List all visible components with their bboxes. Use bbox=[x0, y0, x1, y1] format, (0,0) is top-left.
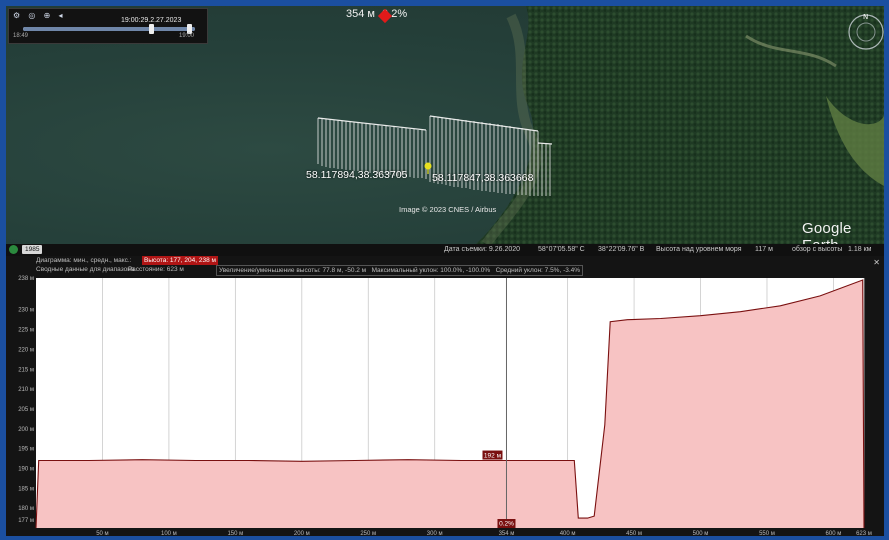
range-summary-box: Увеличение/уменьшение высоты: 77.8 м, -5… bbox=[216, 265, 584, 276]
x-tick-label: 300 м bbox=[427, 531, 443, 536]
elevation-label: Высота над уровнем моря bbox=[656, 246, 742, 253]
x-tick-label: 250 м bbox=[360, 531, 376, 536]
range-summary-title: Сводные данные для диапазона bbox=[36, 266, 135, 273]
app-window: ⚙ ◎ ⊕ ◂ 19:00:29.2.27.2023 18:49 19:00 3… bbox=[6, 6, 884, 536]
google-earth-logo: Google Earth bbox=[802, 220, 852, 244]
coordinate-label-right: 58.117847,38.363668 bbox=[432, 172, 534, 184]
cursor-slope-label: 0.2% bbox=[499, 521, 514, 528]
x-tick-label: 550 м bbox=[759, 531, 775, 536]
timeslider-start-handle[interactable] bbox=[149, 24, 154, 34]
profile-header-row-1: Диаграмма: мин., средн., макс.: Высота: … bbox=[6, 256, 884, 265]
imagery-copyright: Image © 2023 CNES / Airbus bbox=[399, 205, 497, 214]
pushpin-icon[interactable] bbox=[424, 162, 432, 174]
x-tick-label: 150 м bbox=[227, 531, 243, 536]
satellite-imagery bbox=[317, 6, 884, 244]
svg-text:N: N bbox=[863, 13, 868, 21]
x-tick-label: 354 м bbox=[499, 531, 515, 536]
imagery-date: Дата съемки: 9.26.2020 bbox=[444, 246, 521, 253]
status-bar: 1985 Дата съемки: 9.26.2020 58°07'05.58"… bbox=[6, 244, 884, 256]
avg-slope: Средний уклон: 7.5%, -3.4% bbox=[495, 267, 581, 274]
y-tick-label: 185 м bbox=[18, 486, 34, 492]
y-tick-label: 195 м bbox=[18, 447, 34, 453]
timeslider-track[interactable] bbox=[23, 24, 195, 34]
y-tick-label: 190 м bbox=[18, 466, 34, 472]
longitude-readout: 38°22'09.76" В bbox=[598, 246, 645, 253]
eye-altitude-value: 1.18 км bbox=[848, 246, 872, 253]
elevation-area bbox=[36, 280, 864, 528]
cursor-value-badge bbox=[482, 450, 503, 460]
y-tick-label: 215 м bbox=[18, 367, 34, 373]
x-tick-label: 100 м bbox=[161, 531, 177, 536]
timeslider-end-handle[interactable] bbox=[187, 24, 192, 34]
max-slope: Максимальный уклон: 100.0%, -100.0% bbox=[371, 267, 491, 274]
y-tick-label: 177 м bbox=[18, 518, 34, 524]
imagery-year-button[interactable]: 1985 bbox=[22, 245, 43, 254]
elevation-chart[interactable]: 50 м 100 м 150 м 200 м 250 м 300 м 354 м 400 м 4… bbox=[6, 274, 884, 536]
eye-altitude-label: обзор с высоты bbox=[792, 246, 843, 253]
x-tick-label: 200 м bbox=[294, 531, 310, 536]
y-tick-label: 200 м bbox=[18, 427, 34, 433]
x-tick-label: 50 м bbox=[96, 531, 108, 536]
x-tick-label: 450 м bbox=[626, 531, 642, 536]
y-tick-label: 205 м bbox=[18, 407, 34, 413]
coordinate-label-left: 58.117894,38.363705 bbox=[306, 169, 408, 181]
y-tick-label: 180 м bbox=[18, 506, 34, 512]
time-slider-panel[interactable]: ⚙ ◎ ⊕ ◂ 19:00:29.2.27.2023 18:49 19:00 bbox=[8, 8, 208, 44]
y-tick-label: 238 м bbox=[18, 276, 34, 282]
timeslider-start-time: 18:49 bbox=[13, 33, 29, 39]
map-view[interactable]: ⚙ ◎ ⊕ ◂ 19:00:29.2.27.2023 18:49 19:00 3… bbox=[6, 6, 884, 244]
profile-header-row-2: Сводные данные для диапазона Расстояние:… bbox=[6, 265, 884, 276]
y-tick-label: 210 м bbox=[18, 387, 34, 393]
x-tick-label: 400 м bbox=[560, 531, 576, 536]
x-tick-label: 600 м bbox=[826, 531, 842, 536]
elevation-gain-loss: Увеличение/уменьшение высоты: 77.8 м, -5… bbox=[219, 267, 367, 274]
elevation-profile-panel: Диаграмма: мин., средн., макс.: Высота: … bbox=[6, 256, 884, 536]
x-tick-label: 623 м bbox=[856, 531, 872, 536]
elevation-value: 117 м bbox=[755, 246, 773, 253]
path-position-readout: 354 м 0.2% bbox=[346, 8, 407, 20]
y-tick-label: 220 м bbox=[18, 347, 34, 353]
navigation-compass-icon[interactable]: N bbox=[846, 10, 884, 54]
x-tick-label: 500 м bbox=[693, 531, 709, 536]
timeslider-date: 19:00:29.2.27.2023 bbox=[121, 17, 182, 24]
timeslider-end-time: 19:00 bbox=[179, 33, 195, 39]
close-icon[interactable]: ✕ bbox=[873, 258, 880, 267]
historical-imagery-icon[interactable] bbox=[9, 245, 18, 254]
elevation-line bbox=[35, 279, 865, 529]
y-tick-label: 230 м bbox=[18, 308, 34, 314]
timeslider-toolbar-icons[interactable]: ⚙ ◎ ⊕ ◂ bbox=[13, 11, 66, 20]
cursor-slope-badge bbox=[497, 519, 516, 528]
marker-distance: 354 м bbox=[346, 8, 375, 20]
latitude-readout: 58°07'05.58" С bbox=[538, 246, 585, 253]
y-tick-label: 225 м bbox=[18, 328, 34, 334]
chart-series-label: Диаграмма: мин., средн., макс.: bbox=[36, 257, 132, 264]
altitude-series-selector[interactable]: Высота: 177, 204, 238 м bbox=[142, 256, 218, 265]
range-distance: Расстояние: 623 м bbox=[128, 266, 184, 273]
cursor-value-label: 192 м bbox=[484, 453, 502, 460]
